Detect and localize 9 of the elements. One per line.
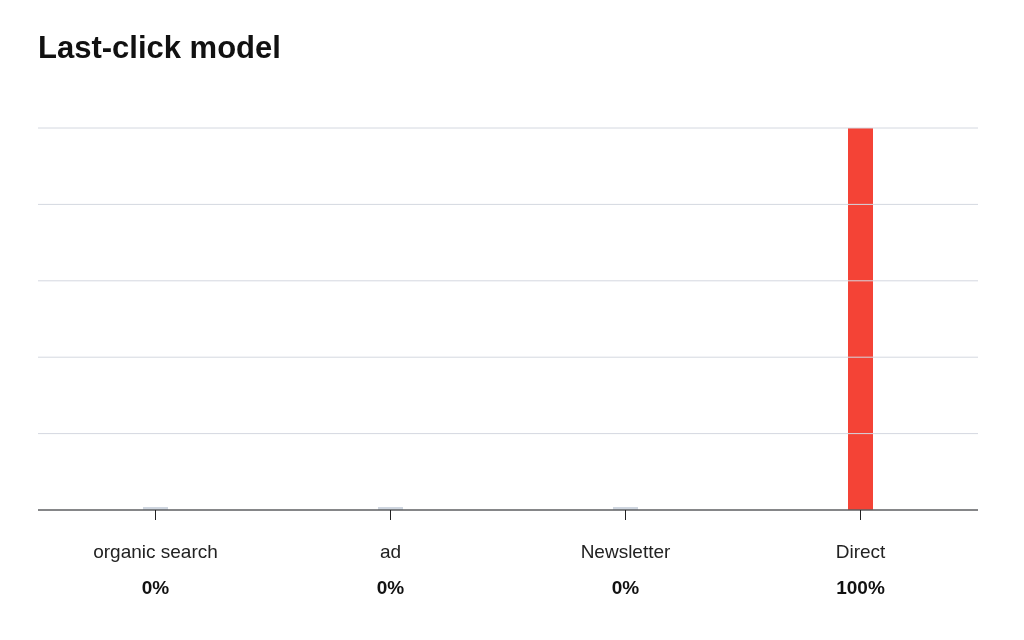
data-label: 0% bbox=[141, 577, 170, 598]
data-label: 0% bbox=[611, 577, 640, 598]
x-tick-label: Direct bbox=[835, 541, 887, 562]
x-tick-label: Newsletter bbox=[580, 541, 672, 562]
data-label: 100% bbox=[836, 577, 885, 598]
data-label: 0% bbox=[376, 577, 405, 598]
x-tick-label: organic search bbox=[93, 541, 218, 562]
x-tick-label: ad bbox=[379, 541, 402, 562]
chart-title: Last-click model bbox=[38, 30, 282, 67]
